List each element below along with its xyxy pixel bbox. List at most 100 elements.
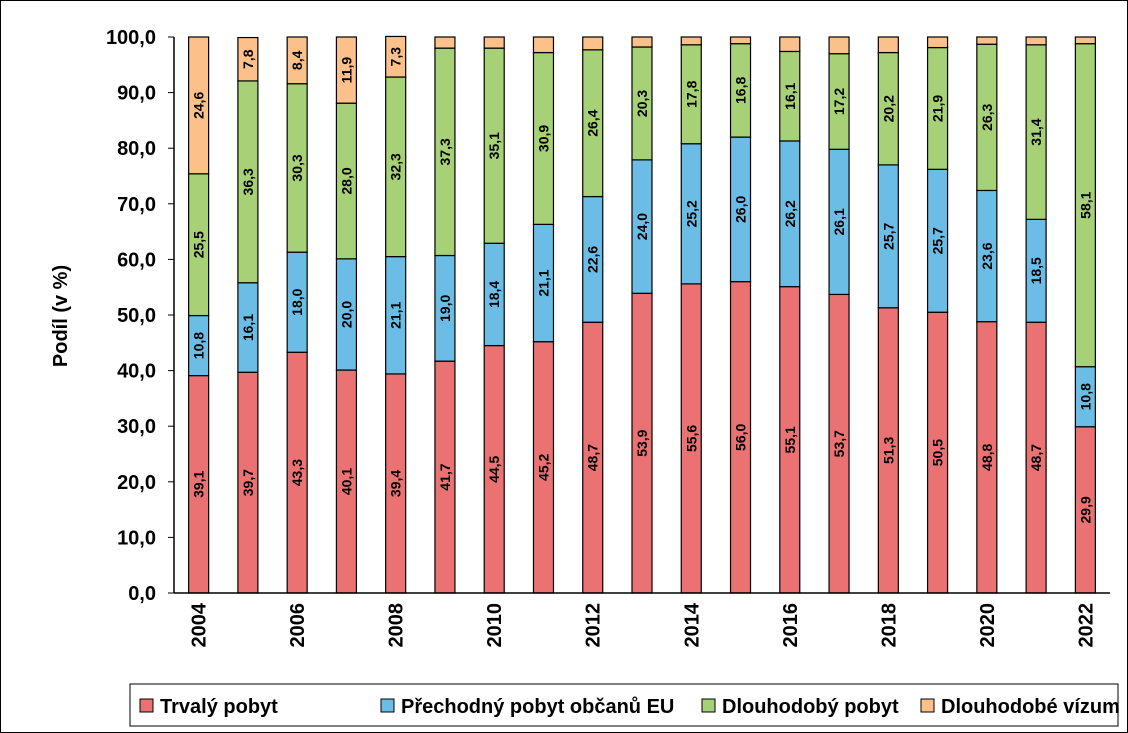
data-label: 48,8 <box>979 443 995 470</box>
data-label: 39,4 <box>388 470 404 497</box>
bar-segment <box>582 36 604 51</box>
y-tick-label: 80,0 <box>117 138 156 160</box>
y-tick-label: 50,0 <box>117 305 156 327</box>
data-label: 10,8 <box>191 332 207 359</box>
data-label: 56,0 <box>733 423 749 450</box>
data-label: 23,6 <box>979 242 995 269</box>
y-tick-label: 0,0 <box>128 583 156 605</box>
data-label: 17,8 <box>683 80 699 107</box>
x-tick-label: 2016 <box>780 603 802 648</box>
x-tick-label: 2020 <box>977 603 999 648</box>
data-label: 26,3 <box>979 104 995 131</box>
data-label: 30,9 <box>535 125 551 152</box>
data-label: 39,1 <box>191 470 207 497</box>
data-label: 11,9 <box>338 57 354 84</box>
data-label: 20,3 <box>634 90 650 117</box>
bar-segment <box>483 36 505 49</box>
y-axis-label: Podíl (v %) <box>50 265 72 367</box>
data-label: 30,3 <box>289 154 305 181</box>
legend: Trvalý pobyt Přechodný pobyt občanů EU Dlo… <box>129 683 1120 727</box>
x-tick-label: 2010 <box>484 603 506 648</box>
bar-segment <box>877 36 899 54</box>
data-label: 48,7 <box>1028 444 1044 471</box>
bar-segment <box>680 36 702 46</box>
data-label: 26,2 <box>782 200 798 227</box>
data-label: 45,2 <box>535 454 551 481</box>
bar-segment <box>729 36 752 45</box>
bar-segment <box>779 36 801 53</box>
data-label: 20,0 <box>338 301 354 328</box>
bar-segment <box>434 36 456 49</box>
data-label: 25,7 <box>930 227 946 254</box>
legend-frame <box>129 683 1119 727</box>
data-label: 53,9 <box>634 429 650 456</box>
data-label: 16,1 <box>240 314 256 341</box>
data-label: 22,6 <box>585 246 601 273</box>
data-label: 48,7 <box>585 444 601 471</box>
data-label: 16,1 <box>782 82 798 109</box>
legend-swatch <box>380 698 395 713</box>
legend-label: Dlouhodobý pobyt <box>722 696 899 718</box>
x-tick-label: 2006 <box>287 603 309 648</box>
data-label: 53,7 <box>831 430 847 457</box>
data-label: 25,2 <box>683 200 699 227</box>
x-tick-label: 2008 <box>386 603 408 648</box>
bar-segment <box>631 36 653 48</box>
data-label: 24,0 <box>634 213 650 240</box>
bar-segment <box>1074 36 1096 45</box>
data-label: 39,7 <box>240 469 256 496</box>
data-label: 51,3 <box>880 437 896 464</box>
x-tick-label: 2018 <box>878 603 900 648</box>
bar-segment <box>286 36 308 85</box>
y-tick-label: 70,0 <box>117 194 156 216</box>
x-tick-label: 2004 <box>189 602 211 647</box>
bar-segment <box>335 36 358 104</box>
data-label: 55,6 <box>683 425 699 452</box>
y-tick-label: 90,0 <box>117 83 156 105</box>
legend-swatch <box>920 698 935 713</box>
data-label: 18,0 <box>289 288 305 315</box>
data-label: 21,1 <box>388 301 404 328</box>
data-label: 50,5 <box>930 439 946 466</box>
legend-label: Přechodný pobyt občanů EU <box>401 696 674 718</box>
data-label: 43,3 <box>289 459 305 486</box>
data-label: 58,1 <box>1077 191 1093 218</box>
x-tick-label: 2022 <box>1075 603 1097 648</box>
data-label: 19,0 <box>437 294 453 321</box>
data-label: 18,5 <box>1028 257 1044 284</box>
legend-label: Dlouhodobé vízum <box>941 696 1120 718</box>
plot-area: 0,0 10,0 20,0 30,0 40,0 50,0 60,0 70,0 80,0 90,0 1… <box>106 27 1110 648</box>
data-label: 37,3 <box>437 138 453 165</box>
data-label: 17,2 <box>831 88 847 115</box>
bar-segment <box>188 36 210 175</box>
legend-label: Trvalý pobyt <box>160 696 278 718</box>
bar-segment <box>828 36 850 55</box>
legend-swatch <box>701 698 716 713</box>
y-tick-label: 100,0 <box>106 27 156 49</box>
data-label: 26,1 <box>831 208 847 235</box>
data-label: 21,9 <box>930 95 946 122</box>
bar-segment <box>532 36 555 54</box>
data-label: 7,8 <box>240 49 256 69</box>
y-tick-label: 20,0 <box>117 472 156 494</box>
data-label: 7,3 <box>388 47 404 67</box>
data-label: 36,3 <box>240 168 256 195</box>
data-label: 24,6 <box>191 92 207 119</box>
data-label: 8,4 <box>289 50 305 70</box>
bar-segment <box>1025 36 1047 46</box>
x-tick-label: 2012 <box>583 603 605 648</box>
bar-segment <box>976 36 998 45</box>
data-label: 40,1 <box>338 468 354 495</box>
data-label: 32,3 <box>388 153 404 180</box>
data-label: 31,4 <box>1028 118 1044 145</box>
data-label: 28,0 <box>338 167 354 194</box>
y-tick-label: 30,0 <box>117 416 156 438</box>
data-label: 44,5 <box>486 455 502 482</box>
y-tick-label: 40,0 <box>117 361 156 383</box>
data-label: 26,4 <box>585 109 601 136</box>
data-label: 41,7 <box>437 463 453 490</box>
data-label: 55,1 <box>782 426 798 453</box>
data-label: 20,2 <box>880 95 896 122</box>
